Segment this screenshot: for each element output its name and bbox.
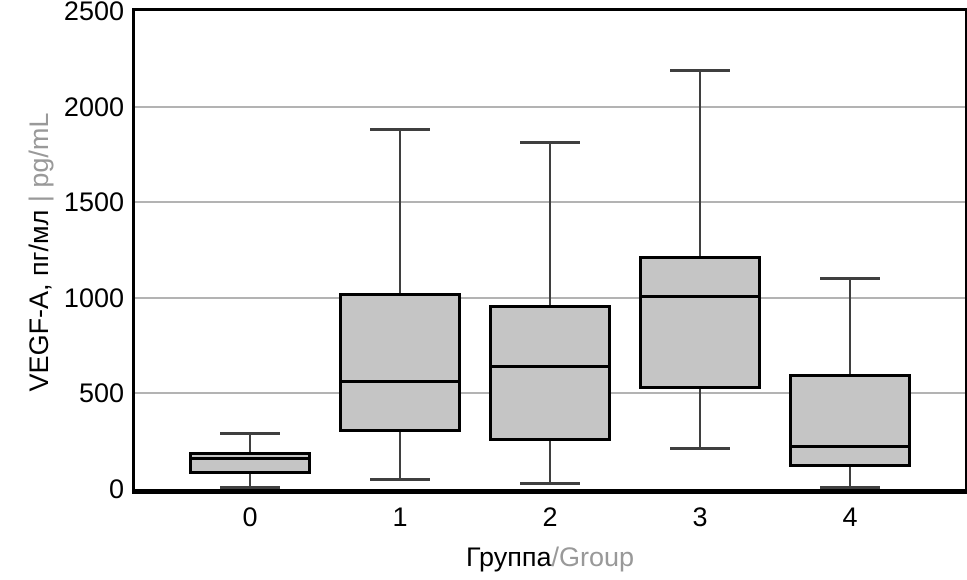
median-line-group-2 [492, 365, 608, 369]
x-tick-label-0: 0 [242, 502, 258, 532]
y-axis-title: VEGF-A, пг/мл | pg/mL [23, 17, 55, 487]
x-axis-title-secondary: /Group [551, 542, 635, 572]
whisker-upper-cap-group-2 [520, 141, 580, 145]
whisker-lower-cap-group-1 [370, 477, 431, 481]
whisker-lower-cap-group-2 [520, 481, 580, 485]
y-tick-label-2000: 2000 [63, 91, 124, 122]
whisker-upper-line-group-3 [698, 70, 701, 256]
whisker-upper-line-group-1 [399, 129, 402, 293]
y-tick-label-1000: 1000 [63, 282, 124, 313]
plot-area [132, 8, 967, 494]
whisker-lower-line-group-0 [249, 473, 252, 488]
whisker-upper-line-group-2 [549, 142, 551, 306]
y-axis-title-separator: | [24, 187, 54, 210]
y-axis-title-secondary: pg/mL [24, 112, 54, 188]
x-tick-label-3: 3 [692, 502, 708, 532]
y-tick-label-2500: 2500 [63, 0, 124, 26]
whisker-lower-line-group-2 [549, 441, 551, 484]
whisker-upper-line-group-0 [249, 433, 252, 452]
gridline-2000 [135, 105, 965, 108]
x-axis-title: Группа/Group [135, 541, 965, 573]
box-group-0 [189, 451, 312, 474]
whisker-lower-cap-group-4 [819, 485, 880, 489]
whisker-upper-cap-group-4 [819, 277, 880, 281]
whisker-lower-line-group-3 [698, 388, 701, 449]
whisker-lower-line-group-4 [848, 467, 851, 488]
whisker-upper-cap-group-1 [370, 128, 431, 132]
box-group-2 [489, 305, 611, 442]
whisker-lower-cap-group-3 [669, 447, 730, 451]
y-tick-label-500: 500 [78, 378, 124, 409]
whisker-upper-cap-group-0 [220, 432, 281, 436]
median-line-group-4 [791, 445, 908, 449]
x-tick-label-1: 1 [392, 502, 408, 532]
y-tick-label-0: 0 [108, 474, 124, 504]
whisker-lower-line-group-1 [399, 431, 402, 480]
x-tick-label-2: 2 [542, 502, 558, 532]
box-group-3 [638, 255, 761, 389]
whisker-lower-cap-group-0 [220, 485, 281, 489]
y-axis-title-primary: VEGF-A, пг/мл [24, 209, 54, 392]
box-group-4 [788, 374, 911, 467]
median-line-group-0 [192, 456, 309, 460]
whisker-upper-cap-group-3 [669, 68, 730, 72]
y-tick-label-1500: 1500 [63, 187, 124, 218]
median-line-group-1 [342, 380, 459, 384]
x-tick-label-4: 4 [842, 502, 858, 532]
x-axis-title-primary: Группа [465, 542, 552, 572]
whisker-upper-line-group-4 [848, 278, 851, 375]
median-line-group-3 [641, 295, 758, 299]
box-group-1 [339, 293, 462, 432]
